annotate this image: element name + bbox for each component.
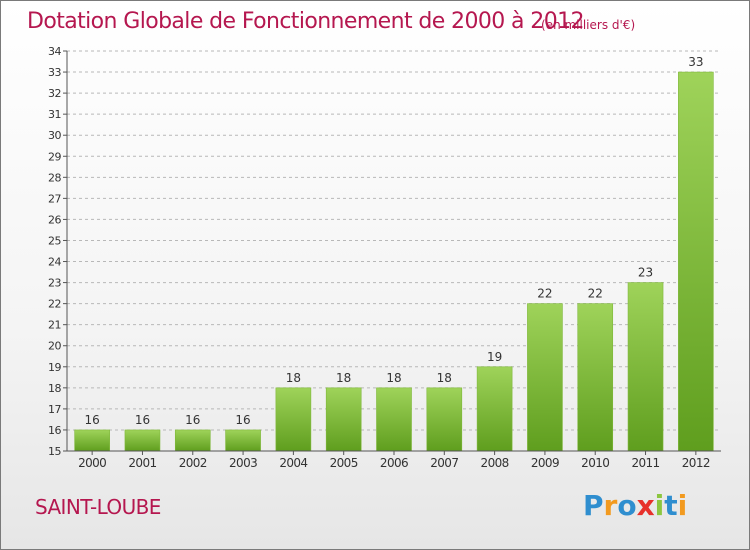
y-tick-label: 22 <box>48 298 61 311</box>
data-label: 19 <box>487 350 502 364</box>
bar-2012 <box>678 71 714 452</box>
bar-2009 <box>527 303 563 452</box>
bar-2003 <box>225 429 261 452</box>
data-label: 22 <box>588 287 603 301</box>
x-tick-label: 2007 <box>430 456 458 470</box>
y-tick-label: 18 <box>48 382 61 395</box>
x-tick-label: 2005 <box>330 456 358 470</box>
y-tick-label: 27 <box>48 192 61 205</box>
data-label: 33 <box>688 55 703 69</box>
y-tick-label: 24 <box>48 256 61 269</box>
y-tick-label: 26 <box>48 213 61 226</box>
x-tick-label: 2012 <box>682 456 710 470</box>
y-tick-label: 29 <box>48 150 61 163</box>
x-tick-label: 2010 <box>581 456 609 470</box>
data-label: 16 <box>185 413 200 427</box>
bar-2004 <box>275 387 312 452</box>
y-axis: 15 16 17 18 19 20 21 22 23 24 25 26 27 28 29 30 31 32 33 34 <box>48 45 68 458</box>
chart-title: Dotation Globale de Fonctionnement de 20… <box>27 9 585 34</box>
logo-letter: i <box>654 489 665 522</box>
bar-2006 <box>376 387 412 452</box>
y-tick-label: 34 <box>48 45 61 58</box>
y-tick-label: 28 <box>48 171 61 184</box>
x-axis: 2000 2001 2002 2003 2004 2005 2006 2007 2008 2009… <box>67 450 721 470</box>
x-tick-label: 2009 <box>531 456 559 470</box>
logo-letter: t <box>664 489 678 522</box>
x-tick-label: 2000 <box>78 456 106 470</box>
x-tick-label: 2001 <box>128 456 156 470</box>
bar-2005 <box>325 387 362 452</box>
x-tick-label: 2011 <box>631 456 659 470</box>
bar-2011 <box>627 282 664 452</box>
logo-letter: o <box>617 489 637 522</box>
y-tick-label: 23 <box>48 277 61 290</box>
bar-2001 <box>124 429 161 452</box>
y-tick-label: 30 <box>48 129 61 142</box>
y-tick-label: 16 <box>48 424 61 437</box>
bar-2007 <box>426 387 463 452</box>
logo-letter: i <box>677 489 688 522</box>
data-label: 23 <box>638 266 653 280</box>
y-tick-label: 33 <box>48 66 61 79</box>
data-label: 18 <box>437 371 452 385</box>
data-label: 18 <box>336 371 351 385</box>
data-label: 16 <box>85 413 100 427</box>
y-tick-label: 32 <box>48 87 61 100</box>
bar-2000 <box>74 429 110 452</box>
data-label: 18 <box>286 371 301 385</box>
x-tick-label: 2002 <box>179 456 207 470</box>
logo-letter: r <box>603 489 618 522</box>
y-tick-label: 21 <box>48 319 61 332</box>
data-label: 18 <box>386 371 401 385</box>
bars: 16 16 16 16 18 18 18 18 19 22 22 23 33 <box>74 55 714 452</box>
y-tick-label: 19 <box>48 361 61 374</box>
x-tick-label: 2003 <box>229 456 257 470</box>
y-tick-label: 15 <box>48 445 61 458</box>
x-tick-label: 2004 <box>279 456 307 470</box>
y-tick-label: 20 <box>48 340 61 353</box>
y-tick-label: 25 <box>48 234 61 247</box>
proxiti-logo: Proxiti <box>583 489 687 522</box>
commune-name: SAINT-LOUBE <box>35 495 161 519</box>
chart-subtitle: (en milliers d'€) <box>541 18 636 32</box>
data-label: 16 <box>135 413 150 427</box>
bar-2008 <box>476 366 513 452</box>
bar-2002 <box>174 429 211 452</box>
logo-letter: x <box>636 489 655 522</box>
bar-2010 <box>577 303 614 452</box>
y-tick-label: 17 <box>48 403 61 416</box>
x-tick-label: 2008 <box>481 456 509 470</box>
data-label: 22 <box>537 287 552 301</box>
logo-letter: P <box>583 489 604 522</box>
y-tick-label: 31 <box>48 108 61 121</box>
x-tick-label: 2006 <box>380 456 408 470</box>
data-label: 16 <box>235 413 250 427</box>
